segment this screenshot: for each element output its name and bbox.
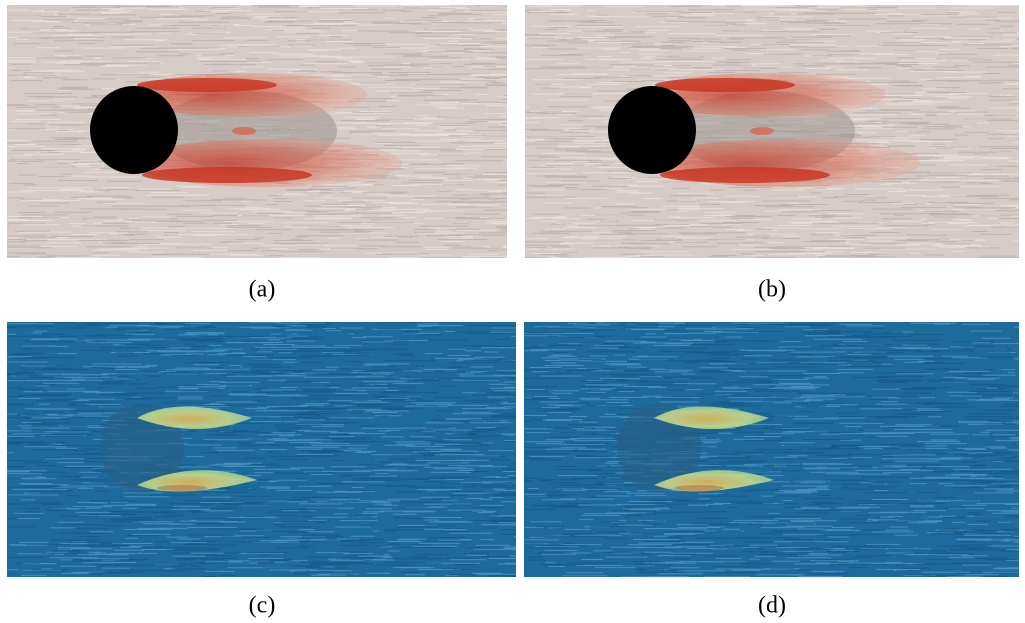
plume bbox=[655, 78, 795, 92]
caption: (c) bbox=[249, 593, 276, 619]
caption: (a) bbox=[249, 277, 276, 303]
spot bbox=[750, 127, 774, 135]
caption: (d) bbox=[758, 593, 786, 619]
cylinder bbox=[608, 86, 696, 174]
cylinder bbox=[90, 86, 178, 174]
panel-c bbox=[0, 322, 570, 577]
panel-d bbox=[514, 322, 1025, 577]
panel-a bbox=[0, 5, 555, 258]
spot bbox=[232, 127, 256, 135]
plume bbox=[660, 167, 830, 183]
plume bbox=[137, 78, 277, 92]
figure: (a) (b) (c) (d) bbox=[0, 0, 1025, 623]
plume bbox=[142, 167, 312, 183]
caption: (b) bbox=[758, 277, 786, 303]
page: (a) (b) (c) (d) (() => { const data = JS… bbox=[0, 0, 1025, 623]
spot bbox=[674, 485, 724, 491]
spot bbox=[157, 485, 207, 491]
panel-b bbox=[515, 5, 1025, 258]
